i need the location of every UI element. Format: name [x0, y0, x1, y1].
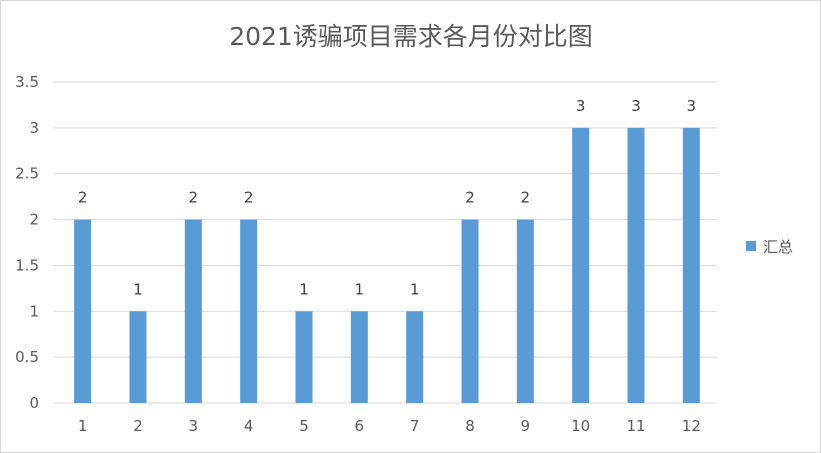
bar-month-6 — [350, 311, 368, 403]
data-label: 1 — [410, 280, 420, 298]
chart-title: 2021诱骗项目需求各月份对比图 — [229, 22, 593, 51]
x-tick-label: 3 — [189, 417, 199, 435]
x-tick-label: 10 — [571, 417, 590, 435]
data-label: 3 — [631, 97, 641, 115]
x-tick-label: 7 — [410, 417, 420, 435]
x-tick-label: 1 — [78, 417, 88, 435]
x-tick-label: 6 — [355, 417, 365, 435]
bar-month-12 — [682, 127, 700, 403]
data-labels: 2 1 2 2 1 1 1 2 2 3 3 3 — [78, 97, 696, 298]
data-label: 1 — [355, 280, 365, 298]
gridlines — [53, 81, 717, 404]
bar-month-11 — [627, 127, 645, 403]
x-tick-label: 8 — [465, 417, 475, 435]
x-tick-label: 5 — [299, 417, 309, 435]
x-tick-label: 11 — [626, 417, 645, 435]
bar-month-8 — [461, 219, 479, 403]
data-label: 2 — [78, 189, 88, 207]
data-label: 2 — [465, 189, 475, 207]
y-tick-label: 3 — [29, 119, 39, 137]
data-label: 2 — [244, 189, 254, 207]
y-tick-label: 1.5 — [15, 256, 39, 274]
x-tick-label: 2 — [133, 417, 143, 435]
x-axis: 1 2 3 4 5 6 7 8 9 10 11 12 — [78, 417, 701, 435]
bars — [74, 127, 700, 403]
bar-month-5 — [295, 311, 313, 403]
legend: 汇总 — [746, 238, 793, 256]
bar-month-3 — [184, 219, 202, 403]
y-tick-label: 0 — [29, 394, 39, 412]
x-tick-label: 9 — [521, 417, 531, 435]
legend-label: 汇总 — [763, 238, 793, 256]
data-label: 3 — [687, 97, 697, 115]
bar-month-2 — [129, 311, 147, 403]
x-tick-label: 12 — [682, 417, 701, 435]
y-axis: 0 0.5 1 1.5 2 2.5 3 3.5 — [15, 73, 39, 412]
y-tick-label: 2.5 — [15, 165, 39, 183]
data-label: 1 — [299, 280, 309, 298]
data-label: 2 — [521, 189, 531, 207]
bar-month-1 — [74, 219, 92, 403]
bar-month-10 — [572, 127, 590, 403]
data-label: 3 — [576, 97, 586, 115]
data-label: 1 — [133, 280, 143, 298]
bar-month-9 — [516, 219, 534, 403]
bar-month-7 — [406, 311, 424, 403]
y-tick-label: 1 — [29, 302, 39, 320]
legend-swatch — [746, 241, 756, 251]
y-tick-label: 3.5 — [15, 73, 39, 91]
y-tick-label: 2 — [29, 211, 39, 229]
y-tick-label: 0.5 — [15, 348, 39, 366]
x-tick-label: 4 — [244, 417, 254, 435]
data-label: 2 — [189, 189, 199, 207]
bar-month-4 — [240, 219, 258, 403]
